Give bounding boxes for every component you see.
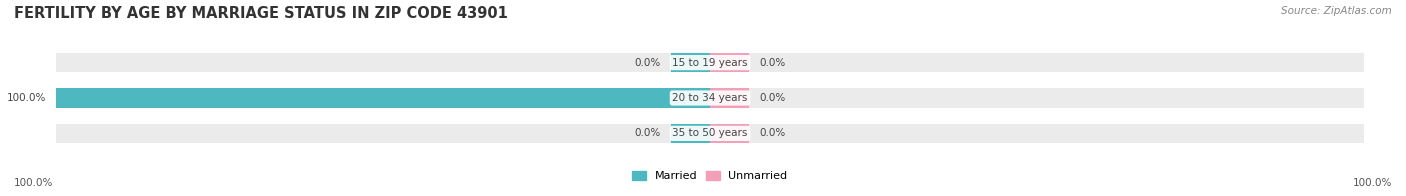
Bar	[56, 124, 1364, 143]
Text: Source: ZipAtlas.com: Source: ZipAtlas.com	[1281, 6, 1392, 16]
Bar	[671, 124, 710, 143]
Bar	[56, 88, 1364, 108]
Text: 0.0%: 0.0%	[759, 128, 786, 138]
Text: 0.0%: 0.0%	[759, 58, 786, 68]
Text: 100.0%: 100.0%	[7, 93, 46, 103]
Bar	[671, 53, 710, 72]
Bar	[56, 53, 1364, 72]
Text: 100.0%: 100.0%	[1353, 178, 1392, 188]
Bar	[710, 53, 749, 72]
Text: 0.0%: 0.0%	[634, 58, 661, 68]
Bar	[56, 88, 710, 108]
Text: 0.0%: 0.0%	[759, 93, 786, 103]
Text: FERTILITY BY AGE BY MARRIAGE STATUS IN ZIP CODE 43901: FERTILITY BY AGE BY MARRIAGE STATUS IN Z…	[14, 6, 508, 21]
Text: 35 to 50 years: 35 to 50 years	[672, 128, 748, 138]
Text: 15 to 19 years: 15 to 19 years	[672, 58, 748, 68]
Legend: Married, Unmarried: Married, Unmarried	[628, 166, 792, 186]
Bar	[710, 124, 749, 143]
Text: 20 to 34 years: 20 to 34 years	[672, 93, 748, 103]
Text: 100.0%: 100.0%	[14, 178, 53, 188]
Bar	[710, 88, 749, 108]
Text: 0.0%: 0.0%	[634, 128, 661, 138]
